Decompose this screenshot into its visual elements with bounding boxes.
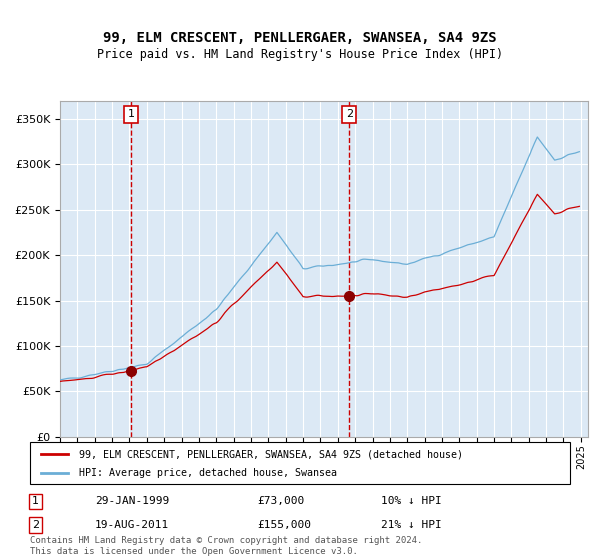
Text: 29-JAN-1999: 29-JAN-1999	[95, 496, 169, 506]
Text: £73,000: £73,000	[257, 496, 304, 506]
Text: 21% ↓ HPI: 21% ↓ HPI	[381, 520, 442, 530]
Text: Price paid vs. HM Land Registry's House Price Index (HPI): Price paid vs. HM Land Registry's House …	[97, 48, 503, 60]
Text: HPI: Average price, detached house, Swansea: HPI: Average price, detached house, Swan…	[79, 468, 337, 478]
Text: 1: 1	[32, 496, 39, 506]
Text: 10% ↓ HPI: 10% ↓ HPI	[381, 496, 442, 506]
Text: £155,000: £155,000	[257, 520, 311, 530]
Text: 19-AUG-2011: 19-AUG-2011	[95, 520, 169, 530]
FancyBboxPatch shape	[30, 442, 570, 484]
Text: 1: 1	[127, 109, 134, 119]
Text: 2: 2	[32, 520, 39, 530]
Text: 99, ELM CRESCENT, PENLLERGAER, SWANSEA, SA4 9ZS (detached house): 99, ELM CRESCENT, PENLLERGAER, SWANSEA, …	[79, 449, 463, 459]
Text: Contains HM Land Registry data © Crown copyright and database right 2024.
This d: Contains HM Land Registry data © Crown c…	[30, 536, 422, 556]
Text: 99, ELM CRESCENT, PENLLERGAER, SWANSEA, SA4 9ZS: 99, ELM CRESCENT, PENLLERGAER, SWANSEA, …	[103, 31, 497, 45]
Text: 2: 2	[346, 109, 353, 119]
